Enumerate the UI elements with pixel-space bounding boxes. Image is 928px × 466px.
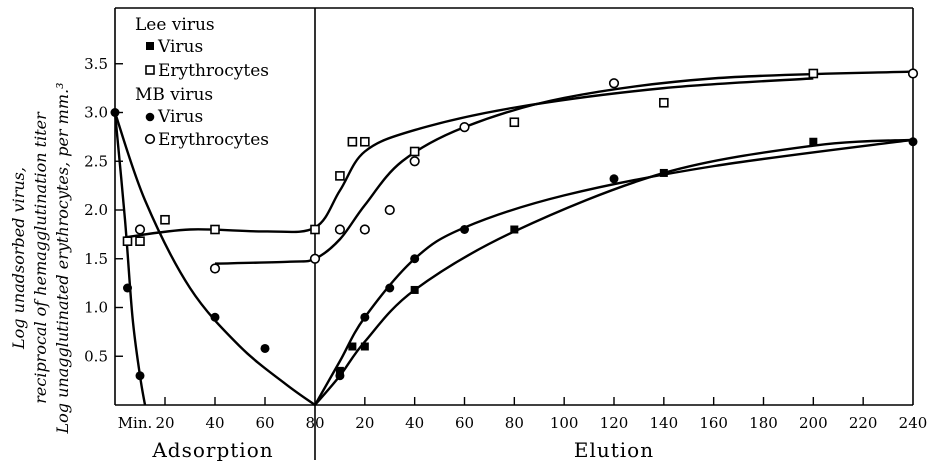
- data-point-open-circle: [409, 156, 420, 167]
- data-point-filled-circle: [335, 371, 345, 381]
- x-tick-label: 200: [799, 414, 828, 432]
- fitted-curve-2: [113, 112, 316, 406]
- data-point-filled-square: [360, 342, 369, 351]
- data-point-open-circle: [907, 68, 919, 79]
- legend-label-lee-erythrocytes: Erythrocytes: [158, 61, 269, 81]
- legend-label-mb-virus: Virus: [157, 107, 203, 127]
- data-point-filled-circle: [135, 371, 145, 381]
- data-point-filled-circle: [123, 283, 132, 293]
- data-point-open-circle: [134, 224, 146, 235]
- data-point-open-square: [135, 236, 145, 246]
- x-axis-title-adsorption: Adsorption: [151, 438, 273, 462]
- data-point-filled-square: [348, 342, 357, 351]
- x-tick-label: 80: [305, 414, 324, 432]
- data-point-open-square: [347, 136, 358, 147]
- legend-group-title-lee: Lee virus: [135, 15, 215, 35]
- data-point-open-square: [808, 68, 819, 79]
- x-tick-label: 80: [505, 414, 524, 432]
- data-point-open-square: [409, 146, 420, 157]
- data-point-filled-circle: [385, 283, 395, 293]
- data-point-filled-circle: [210, 312, 220, 322]
- legend-marker-open-square: [145, 65, 155, 75]
- x-tick-label: 220: [849, 414, 878, 432]
- x-axis-title-elution: Elution: [574, 438, 654, 462]
- legend: Lee virus Virus Erythrocytes MB virus Vi…: [135, 15, 269, 150]
- x-tick-label: 60: [455, 414, 474, 432]
- x-tick-label: 140: [650, 414, 679, 432]
- data-point-open-square: [122, 236, 133, 246]
- y-tick-label: 0.5: [84, 347, 108, 365]
- x-tick-label: 20: [155, 414, 174, 432]
- data-points: [110, 68, 919, 381]
- x-tick-label: 120: [600, 414, 629, 432]
- data-point-filled-square: [410, 285, 419, 294]
- data-point-open-circle: [384, 204, 395, 216]
- legend-group-title-mb: MB virus: [135, 85, 213, 105]
- legend-marker-open-circle: [144, 133, 156, 145]
- data-point-open-square: [360, 136, 370, 147]
- y-axis-title: Log unadsorbed virus, reciprocal of hema…: [9, 83, 72, 435]
- data-point-filled-circle: [410, 254, 420, 264]
- data-point-filled-circle: [908, 137, 918, 147]
- fitted-curve-1: [113, 112, 147, 406]
- x-tick-label: 20: [355, 414, 374, 432]
- y-axis-title-line-1: Log unadsorbed virus,: [9, 167, 28, 350]
- x-tick-label: 100: [550, 414, 579, 432]
- data-point-open-circle: [334, 224, 346, 235]
- data-point-open-square: [659, 97, 669, 108]
- legend-marker-filled-circle: [145, 112, 155, 122]
- x-tick-label: 40: [405, 414, 424, 432]
- data-point-open-circle: [309, 253, 321, 264]
- fitted-curve-3: [124, 77, 814, 239]
- x-tick-label: 60: [255, 414, 274, 432]
- x-tick-label: 180: [749, 414, 778, 432]
- data-point-filled-square: [809, 137, 818, 146]
- data-point-filled-circle: [360, 312, 370, 322]
- data-point-open-square: [210, 224, 220, 235]
- x-tick-label: 240: [899, 414, 928, 432]
- y-tick-label: 1.0: [84, 299, 108, 317]
- data-point-open-circle: [359, 224, 370, 235]
- data-point-open-circle: [608, 78, 620, 89]
- data-point-open-square: [160, 214, 170, 225]
- legend-marker-filled-square: [146, 42, 154, 50]
- y-tick-label: 3.5: [84, 55, 108, 73]
- data-point-open-circle: [209, 263, 221, 274]
- legend-label-lee-virus: Virus: [157, 37, 203, 57]
- data-point-open-circle: [459, 122, 470, 133]
- y-tick-label: 2.5: [84, 152, 108, 170]
- x-tick-label: Min.: [118, 414, 153, 432]
- y-axis-title-line-2: reciprocal of hemagglutination titer: [31, 111, 50, 404]
- legend-label-mb-erythrocytes: Erythrocytes: [158, 130, 269, 150]
- x-tick-label: 160: [699, 414, 728, 432]
- y-tick-label: 3.0: [84, 104, 108, 122]
- data-point-open-square: [509, 117, 520, 128]
- data-point-open-square: [335, 171, 345, 181]
- data-point-filled-square: [335, 366, 344, 375]
- data-point-filled-square: [659, 168, 668, 177]
- data-point-filled-circle: [260, 343, 270, 353]
- data-point-filled-circle: [110, 108, 120, 117]
- y-axis-title-line-3: Log unagglutinated erythrocytes, per mm.…: [53, 83, 72, 435]
- data-point-filled-square: [510, 225, 519, 234]
- y-tick-label: 1.5: [84, 250, 108, 268]
- data-point-filled-circle: [609, 174, 619, 184]
- y-tick-label: 2.0: [84, 201, 108, 219]
- data-point-open-square: [310, 224, 320, 235]
- x-tick-label: 40: [205, 414, 224, 432]
- data-point-filled-circle: [460, 225, 469, 234]
